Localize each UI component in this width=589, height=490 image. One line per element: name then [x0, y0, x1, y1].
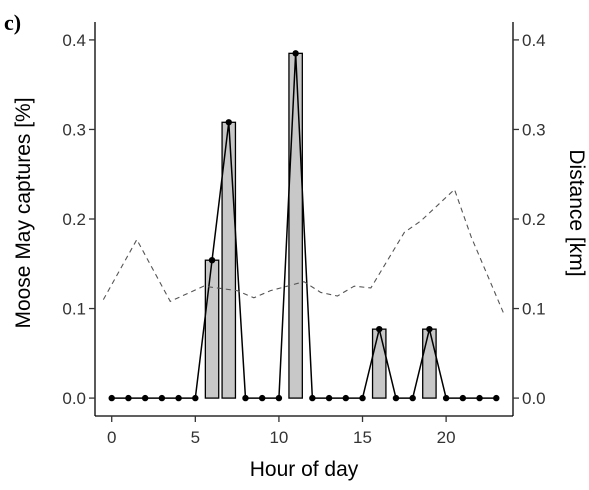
y-axis-title: Moose May captures [%] [12, 97, 35, 328]
x-tick-label-0: 0 [107, 428, 116, 447]
point-hour-14 [342, 394, 349, 402]
point-hour-15 [359, 394, 366, 402]
point-hour-18 [409, 394, 416, 402]
point-hour-11 [292, 50, 299, 57]
y-tick-label-0.3: 0.3 [62, 120, 86, 139]
x-tick-label-10: 10 [269, 428, 288, 447]
capture-line-layer [111, 53, 497, 399]
x-axis-title: Hour of day [250, 458, 359, 481]
point-hour-20 [442, 394, 450, 402]
point-hour-13 [325, 394, 333, 402]
point-hour-4 [175, 394, 182, 402]
point-hour-21 [459, 394, 467, 402]
point-hour-5 [192, 394, 199, 402]
point-hour-23 [493, 394, 500, 402]
point-hour-19 [426, 325, 433, 333]
point-hour-10 [275, 394, 283, 402]
capture-line [111, 53, 497, 399]
point-hour-0 [108, 394, 115, 402]
bars-layer [204, 52, 437, 399]
y-tick-label-0.2: 0.2 [62, 210, 86, 229]
y-tick-label-0: 0.0 [62, 389, 86, 408]
point-hour-7 [225, 119, 232, 126]
x-tick-label-20: 20 [437, 428, 456, 447]
y2-tick-label-0.4: 0.4 [522, 31, 546, 50]
y-tick-label-0.4: 0.4 [62, 31, 86, 50]
distance-line [102, 188, 506, 316]
y2-axis-title: Distance [km] [565, 149, 588, 276]
y2-tick-label-0.2: 0.2 [522, 210, 546, 229]
points-layer [108, 50, 500, 402]
bar-hour-16 [371, 328, 387, 399]
x-tick-label-5: 5 [191, 428, 200, 447]
point-hour-6 [208, 256, 216, 264]
bar-hour-6 [204, 259, 220, 399]
point-hour-22 [476, 394, 483, 402]
ticks-layer: 0 5 10 15 20 0.0 0.1 0.2 0.3 0.4 0.0 0.1 0.2 0.3 0.4 [62, 31, 545, 447]
distance-line-layer [102, 188, 506, 316]
point-hour-1 [125, 394, 132, 402]
bar-hour-11 [288, 52, 303, 399]
y2-tick-label-0: 0.0 [522, 389, 546, 408]
point-hour-8 [242, 394, 249, 402]
bar-hour-19 [422, 328, 437, 399]
point-hour-17 [392, 394, 400, 402]
x-tick-label-15: 15 [353, 428, 372, 447]
y-tick-label-0.1: 0.1 [62, 300, 86, 319]
point-hour-2 [141, 394, 149, 402]
point-hour-16 [376, 325, 383, 333]
y2-tick-label-0.3: 0.3 [522, 120, 546, 139]
point-hour-9 [259, 394, 266, 402]
y2-tick-label-0.1: 0.1 [522, 300, 546, 319]
point-hour-3 [158, 394, 166, 402]
panel-label: c) [4, 10, 21, 35]
point-hour-12 [309, 394, 316, 402]
